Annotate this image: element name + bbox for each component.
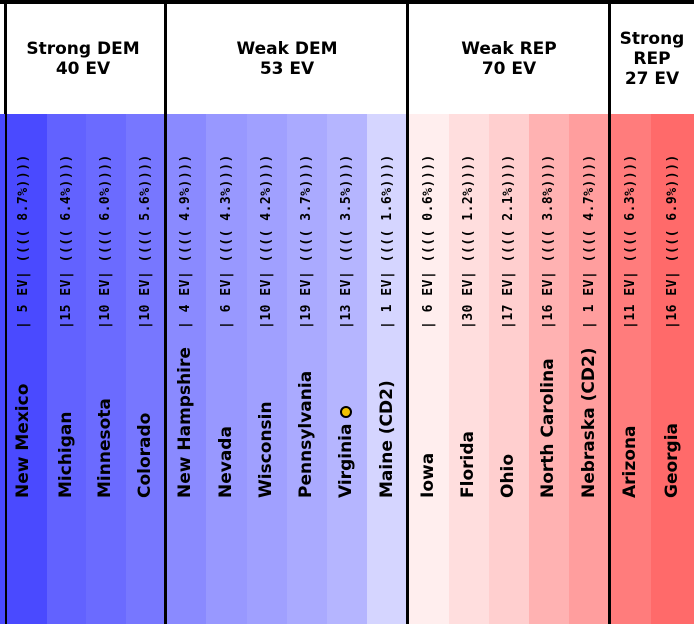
group-name: Strong DEM [26,39,140,59]
state-column: |16 EV| (((( 3.8%)))) North Carolina [529,114,569,624]
state-name: Michigan [55,411,76,499]
state-column: |17 EV| (((( 2.1%)))) Ohio [489,114,529,624]
state-detail: |17 EV| (((( 2.1%)))) [501,154,516,329]
state-column: |15 EV| (((( 6.4%)))) Michigan [47,114,86,624]
state-column: |13 EV| (((( 3.5%)))) Virginia [327,114,367,624]
group-ev-total: 40 EV [55,59,111,79]
state-column: |11 EV| (((( 6.3%)))) Arizona [610,114,651,624]
state-name-wrap: Georgia [662,423,682,498]
state-name-wrap: Arizona [620,425,640,498]
state-detail: | 6 EV| (((( 0.6%)))) [420,154,436,329]
state-name: Maine (CD2) [376,380,397,498]
state-name: Nebraska (CD2) [578,347,599,498]
group-ev-total: 27 EV [624,69,680,89]
group-ev-total: 53 EV [259,59,315,79]
state-column: | 4 EV| (((( 4.9%)))) New Hampshire [166,114,206,624]
state-column: |10 EV| (((( 5.6%)))) Colorado [126,114,166,624]
state-name-wrap: Nebraska (CD2) [579,347,599,498]
state-name: Florida [458,431,478,498]
state-detail: |13 EV| (((( 3.5%)))) [339,154,354,329]
state-name-wrap: Florida [458,431,478,498]
state-detail: | 6 EV| (((( 4.3%)))) [218,154,234,329]
state-name-wrap: Pennsylvania [296,371,316,498]
state-column: | 1 EV| (((( 4.7%)))) Nebraska (CD2) [569,114,610,624]
state-name: Ohio [498,453,518,498]
state-detail: |11 EV| (((( 6.3%)))) [622,154,638,329]
state-name: New Mexico [12,383,33,498]
left-border [4,4,7,114]
state-column: |16 EV| (((( 6.9%)))) Georgia [651,114,694,624]
state-name: Virginia [336,423,356,498]
state-detail: |30 EV| (((( 1.2%)))) [461,154,476,329]
state-column: | 1 EV| (((( 1.6%)))) Maine (CD2) [367,114,408,624]
state-column: |10 EV| (((( 4.2%)))) Wisconsin [247,114,287,624]
state-detail: |15 EV| (((( 6.4%)))) [58,154,74,329]
state-name: Georgia [661,422,682,498]
state-detail: | 4 EV| (((( 4.9%)))) [178,154,193,329]
state-detail: | 1 EV| (((( 1.6%)))) [379,154,395,329]
group-name: Weak DEM [236,39,338,59]
state-detail: |10 EV| (((( 4.2%)))) [259,154,274,329]
state-column: | 5 EV| (((( 8.7%)))) New Mexico [0,114,47,624]
top-border [0,0,694,4]
state-name: Colorado [135,412,155,498]
group-ev-total: 70 EV [481,59,537,79]
state-column: |19 EV| (((( 3.7%)))) Pennsylvania [287,114,327,624]
group-separator [164,4,167,624]
state-name: Arizona [619,425,640,498]
state-name-wrap: Virginia [336,405,356,498]
state-name: Nevada [215,426,236,498]
state-name: Pennsylvania [296,370,316,498]
group-name: Strong REP [619,29,685,69]
state-name: Wisconsin [256,401,276,498]
group-header: Strong DEM 40 EV [0,4,166,114]
group-separator [406,4,409,624]
state-detail: | 1 EV| (((( 4.7%)))) [581,154,597,329]
state-column: | 6 EV| (((( 0.6%)))) Iowa [408,114,449,624]
state-column: |10 EV| (((( 6.0%)))) Minnesota [86,114,126,624]
group-header: Weak REP 70 EV [408,4,610,114]
state-name-wrap: New Hampshire [175,347,195,498]
state-detail: |10 EV| (((( 5.6%)))) [138,154,153,329]
state-column: |30 EV| (((( 1.2%)))) Florida [449,114,489,624]
state-detail: | 5 EV| (((( 8.7%)))) [15,154,31,329]
state-name-wrap: Maine (CD2) [377,380,397,498]
state-name-wrap: Ohio [498,454,518,498]
state-column: | 6 EV| (((( 4.3%)))) Nevada [206,114,247,624]
state-name: North Carolina [538,358,558,498]
state-name-wrap: New Mexico [13,384,33,498]
state-name-wrap: Michigan [56,412,76,499]
state-detail: |16 EV| (((( 6.9%)))) [664,154,680,329]
group-name: Weak REP [461,39,557,59]
group-header: Strong REP 27 EV [610,4,694,114]
state-detail: |10 EV| (((( 6.0%)))) [98,154,113,329]
state-name-wrap: North Carolina [538,358,558,498]
state-name-wrap: Iowa [418,453,438,498]
state-name-wrap: Nevada [216,426,236,498]
state-name-wrap: Colorado [135,413,155,498]
state-name: Minnesota [95,398,115,498]
marker-icon [340,405,352,418]
group-separator [608,4,611,624]
group-header: Weak DEM 53 EV [166,4,408,114]
state-name: New Hampshire [175,347,195,498]
group-separator [5,4,7,624]
state-detail: |16 EV| (((( 3.8%)))) [541,154,556,329]
state-name-wrap: Wisconsin [256,401,276,498]
state-name: Iowa [417,452,438,498]
state-name-wrap: Minnesota [95,398,115,498]
state-detail: |19 EV| (((( 3.7%)))) [299,154,314,329]
